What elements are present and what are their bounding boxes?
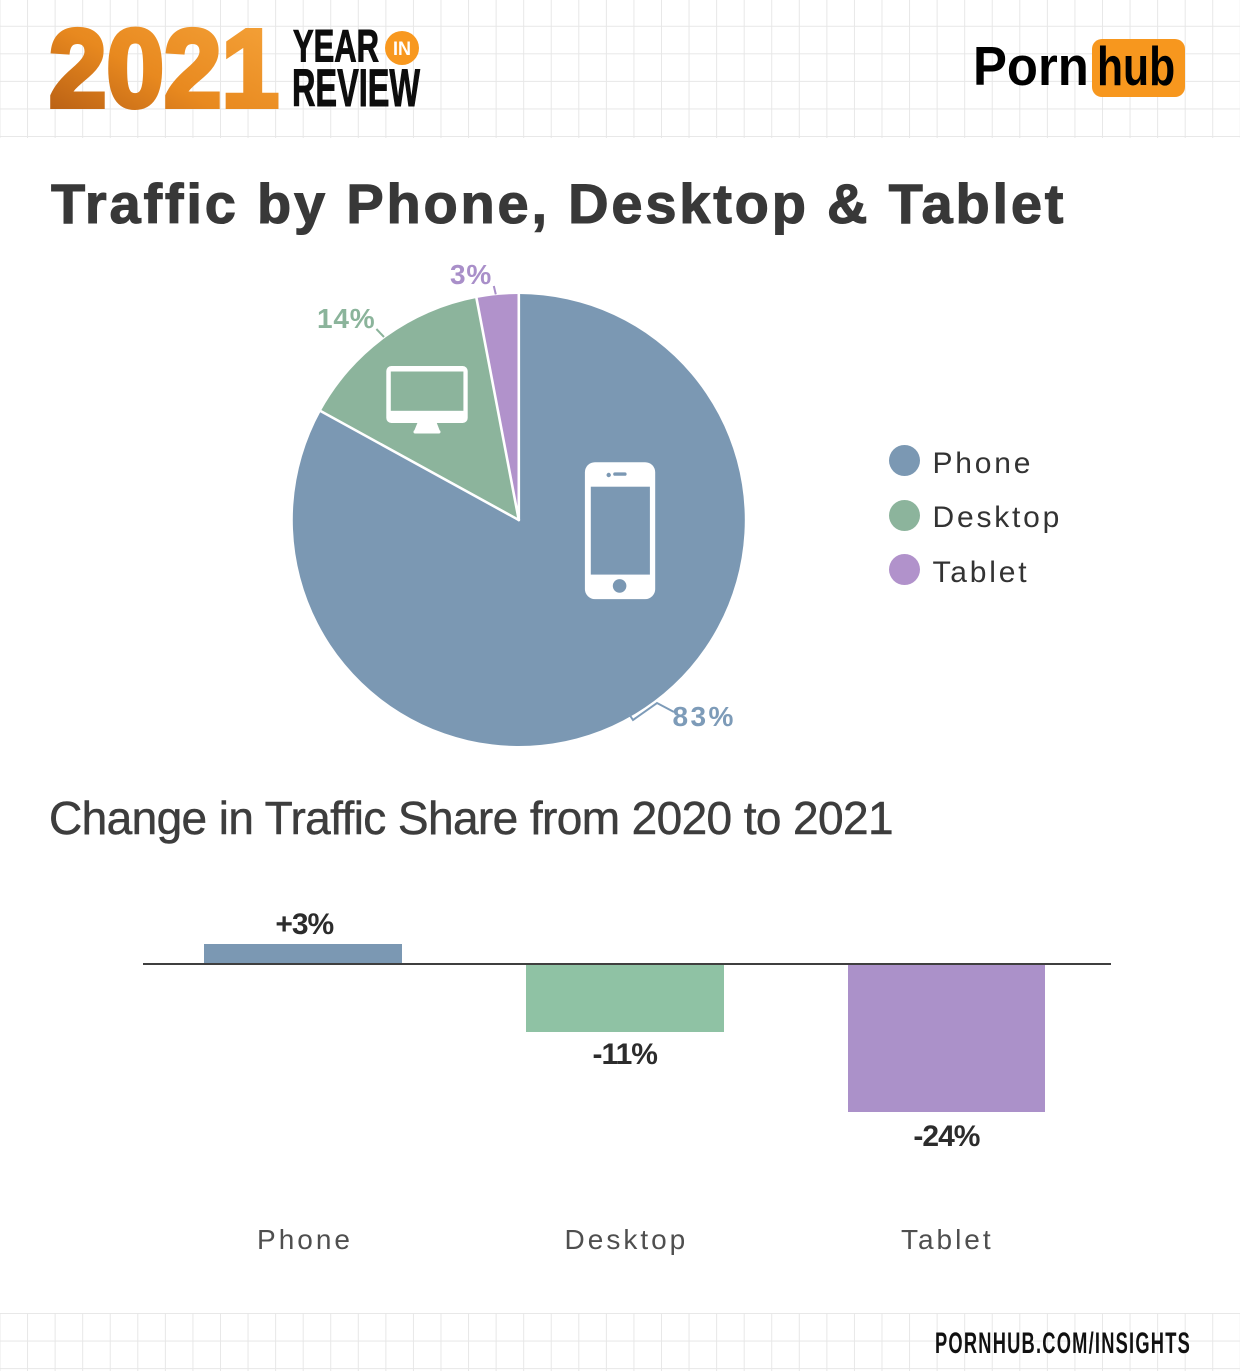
svg-text:YEAR: YEAR [293, 20, 379, 71]
svg-text:PORNHUB.COM/INSIGHTS: PORNHUB.COM/INSIGHTS [935, 1327, 1191, 1360]
svg-text:IN: IN [393, 39, 411, 60]
svg-text:REVIEW: REVIEW [292, 59, 420, 118]
svg-text:2021: 2021 [49, 20, 279, 120]
